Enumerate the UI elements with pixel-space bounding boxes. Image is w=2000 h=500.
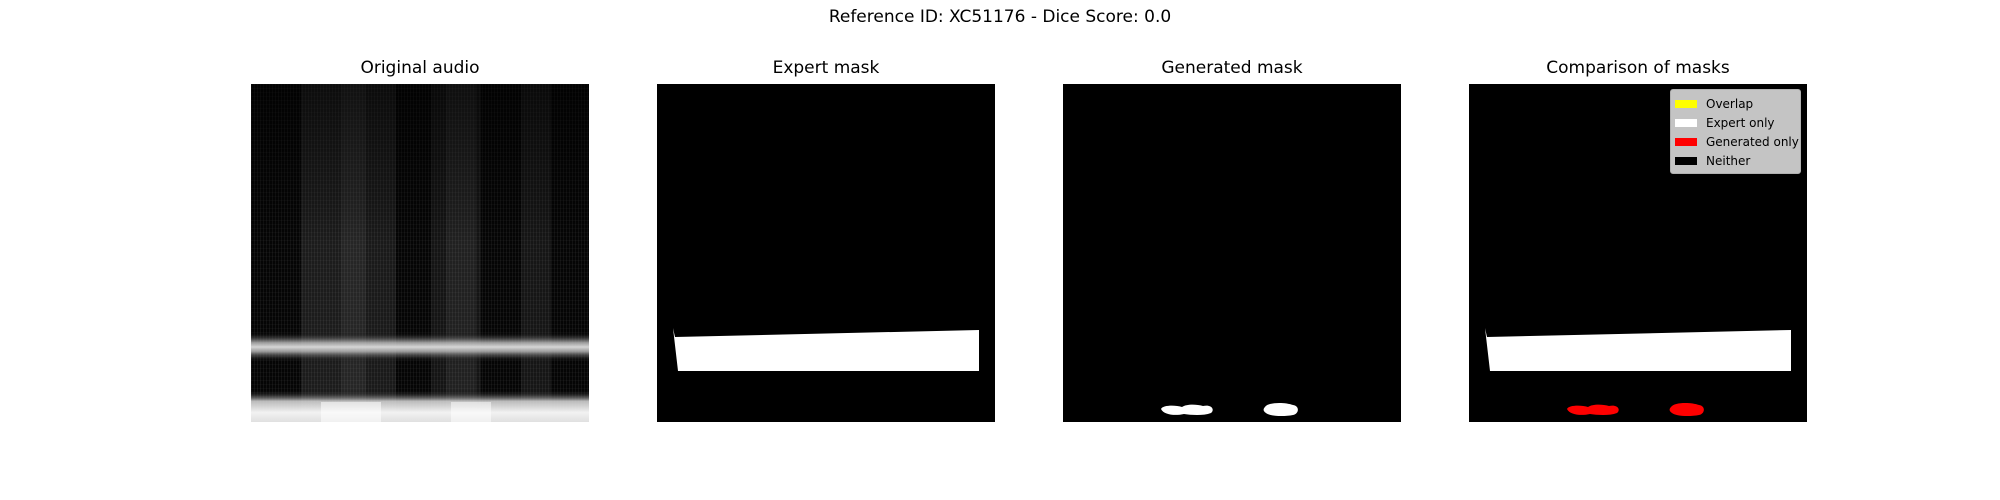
expert-mask-region xyxy=(673,328,979,371)
expert-mask-panel: Expert mask xyxy=(657,58,995,422)
generated-mask-image xyxy=(1063,84,1401,422)
generated-only-swatch xyxy=(1675,137,1697,146)
spectrogram-image xyxy=(251,84,589,422)
generated-mask-title: Generated mask xyxy=(1161,58,1303,78)
comparison-title: Comparison of masks xyxy=(1546,58,1730,78)
figure-title: Reference ID: XC51176 - Dice Score: 0.0 xyxy=(828,7,1172,27)
legend-item-overlap: Overlap xyxy=(1671,94,1800,113)
comparison-generated-only-blob-right xyxy=(1669,402,1704,417)
generated-mask-panel: Generated mask xyxy=(1063,58,1401,422)
legend-item-neither: Neither xyxy=(1671,151,1800,170)
generated-mask-blob-left xyxy=(1161,404,1213,415)
comparison-expert-only-region xyxy=(1485,328,1791,371)
legend-label-generated-only: Generated only xyxy=(1706,134,1799,149)
generated-mask-blob-right xyxy=(1263,402,1298,417)
comparison-panel: Comparison of masks Overlap Expert only … xyxy=(1469,58,1807,422)
legend-label-overlap: Overlap xyxy=(1706,96,1754,111)
legend: Overlap Expert only Generated only Neith… xyxy=(1670,89,1801,174)
legend-item-expert-only: Expert only xyxy=(1671,113,1800,132)
expert-mask-title: Expert mask xyxy=(772,58,880,78)
expert-only-swatch xyxy=(1675,118,1697,127)
overlap-swatch xyxy=(1675,99,1697,108)
legend-item-generated-only: Generated only xyxy=(1671,132,1800,151)
legend-label-neither: Neither xyxy=(1706,153,1751,168)
legend-label-expert-only: Expert only xyxy=(1706,115,1775,130)
comparison-generated-only-blob-left xyxy=(1567,404,1619,415)
expert-mask-image xyxy=(657,84,995,422)
neither-swatch xyxy=(1675,156,1697,165)
original-audio-title: Original audio xyxy=(360,58,480,78)
original-audio-panel: Original audio xyxy=(251,58,589,422)
